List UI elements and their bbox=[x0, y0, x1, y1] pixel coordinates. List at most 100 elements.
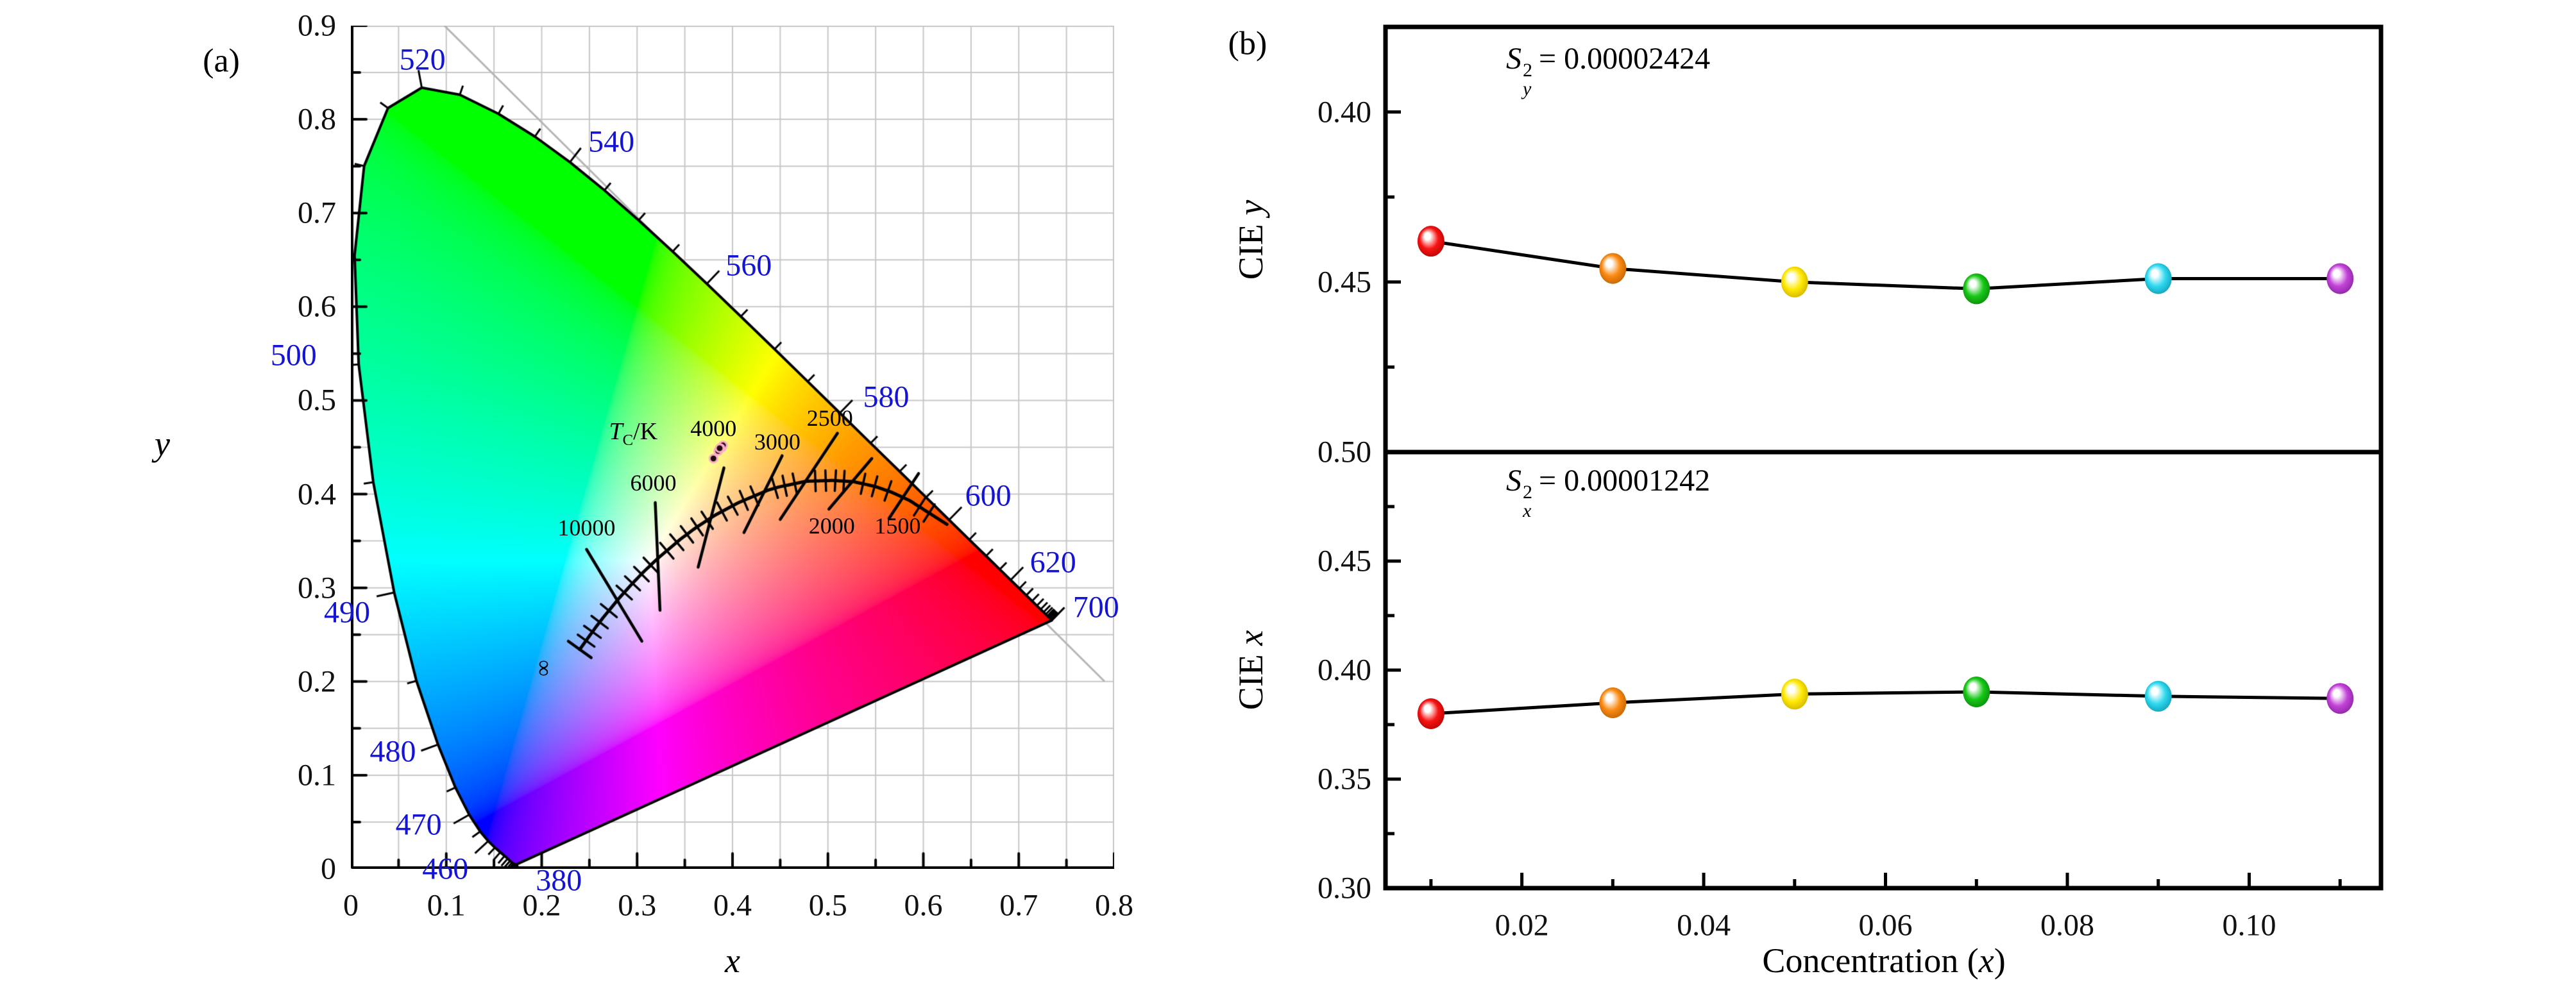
cie-y-series-point-cyan bbox=[2144, 263, 2172, 294]
cie-x-series-point-green bbox=[1963, 677, 1990, 707]
wavelength-label-600: 600 bbox=[965, 478, 1012, 513]
cie-x-title-prefix: CIE bbox=[1232, 645, 1270, 710]
panel-a-y-tick-label: 0.9 bbox=[298, 8, 336, 43]
cie-x-axis-title: CIE x bbox=[1231, 630, 1271, 710]
panel-a-y-axis-title: y bbox=[155, 424, 170, 464]
cie-x-tick-label: 0.35 bbox=[1318, 762, 1371, 796]
wavelength-label-700: 700 bbox=[1072, 590, 1119, 625]
cct-title: TC/K bbox=[609, 417, 658, 449]
concentration-var: x bbox=[1978, 941, 1994, 980]
cie-x-series-point-red bbox=[1417, 698, 1445, 729]
cie-y-series-point-yellow bbox=[1781, 266, 1808, 298]
variance-annotation-cie-y: S 2 y = 0.00002424 bbox=[1506, 41, 1710, 98]
wavelength-label-470: 470 bbox=[395, 807, 442, 842]
variance-sup: 2 bbox=[1523, 482, 1532, 503]
variance-value: = 0.00001242 bbox=[1539, 464, 1711, 498]
variance-symbol: S bbox=[1506, 464, 1521, 498]
x-axis-title-text: x bbox=[725, 941, 740, 980]
wavelength-label-460: 460 bbox=[422, 852, 469, 886]
concentration-tick-label: 0.02 bbox=[1495, 908, 1549, 943]
cct-label-4000: 4000 bbox=[690, 416, 737, 442]
wavelength-label-480: 480 bbox=[369, 734, 416, 769]
panel-b-tag: (b) bbox=[1228, 25, 1267, 62]
concentration-axis-title: Concentration (x) bbox=[1762, 941, 2005, 980]
cct-label-6000: 6000 bbox=[630, 470, 677, 496]
concentration-tick-label: 0.06 bbox=[1858, 908, 1913, 943]
concentration-tick-label: 0.04 bbox=[1677, 908, 1731, 943]
panel-a-y-tick-label: 0.3 bbox=[298, 571, 336, 605]
concentration-tick-label: 0.10 bbox=[2222, 908, 2276, 943]
cct-label-2500: 2500 bbox=[806, 405, 853, 432]
variance-sup: 2 bbox=[1523, 60, 1532, 81]
panel-a-y-tick-label: 0.6 bbox=[298, 289, 336, 324]
cie-x-series-point-yellow bbox=[1781, 678, 1808, 710]
cct-label-10000: 10000 bbox=[557, 515, 616, 541]
concentration-tick-label: 0.08 bbox=[2040, 908, 2094, 943]
y-axis-title-text: y bbox=[155, 425, 170, 463]
cct-label-1500: 1500 bbox=[874, 513, 921, 539]
panel-a-x-tick-label: 0.3 bbox=[618, 888, 657, 923]
cie-y-axis-title: CIE y bbox=[1231, 200, 1271, 280]
cie-x-tick-label: 0.40 bbox=[1318, 653, 1371, 687]
wavelength-label-520: 520 bbox=[399, 42, 446, 77]
panel-b-frame bbox=[1383, 24, 2384, 891]
panel-a-x-axis-title: x bbox=[725, 941, 740, 980]
panel-a-y-tick-label: 0.5 bbox=[298, 383, 336, 417]
cie-x-series-line bbox=[1430, 690, 2341, 716]
wavelength-label-380: 380 bbox=[536, 863, 582, 898]
panel-a-x-tick-label: 0.4 bbox=[713, 888, 752, 923]
variance-value: = 0.00002424 bbox=[1539, 42, 1711, 76]
wavelength-label-580: 580 bbox=[863, 380, 910, 414]
panel-a-x-tick-label: 0.5 bbox=[808, 888, 847, 923]
variance-sub: y bbox=[1523, 78, 1532, 99]
cct-label-3000: 3000 bbox=[754, 428, 801, 455]
wavelength-label-490: 490 bbox=[324, 595, 371, 630]
cie-x-series-point-cyan bbox=[2144, 680, 2172, 712]
cie-y-series-point-red bbox=[1417, 226, 1445, 257]
panel-a-x-tick-label: 0.1 bbox=[427, 888, 466, 923]
cie-y-tick-label: 0.40 bbox=[1318, 95, 1371, 130]
variance-annotation-cie-x: S 2 x = 0.00001242 bbox=[1506, 463, 1710, 520]
concentration-prefix: Concentration ( bbox=[1762, 941, 1979, 980]
panel-a-y-tick-label: 0.8 bbox=[298, 102, 336, 137]
cie-x-tick-label: 0.30 bbox=[1318, 871, 1371, 905]
panel-a-x-tick-label: 0.7 bbox=[999, 888, 1038, 923]
panel-a-x-tick-label: 0.2 bbox=[522, 888, 561, 923]
cie-x-title-var: x bbox=[1232, 630, 1270, 646]
cie-y-series-point-green bbox=[1963, 273, 1990, 305]
panel-a-y-tick-label: 0.4 bbox=[298, 477, 336, 512]
cie-x-series-point-magenta bbox=[2326, 683, 2354, 714]
cct-label-2000: 2000 bbox=[808, 513, 855, 539]
cie-y-series-point-orange bbox=[1599, 253, 1627, 284]
cie-y-series-point-magenta bbox=[2326, 263, 2354, 294]
cie-y-tick-label: 0.50 bbox=[1318, 435, 1371, 469]
panel-a-x-tick-label: 0 bbox=[343, 888, 359, 923]
wavelength-label-560: 560 bbox=[725, 248, 772, 283]
wavelength-label-620: 620 bbox=[1030, 545, 1076, 580]
panel-a-x-tick-label: 0.8 bbox=[1095, 888, 1133, 923]
cie-y-series-line bbox=[1430, 239, 2341, 290]
variance-sub: x bbox=[1523, 500, 1532, 521]
cie-y-title-var: y bbox=[1232, 199, 1270, 215]
chromaticity-diagram-canvas bbox=[351, 26, 1114, 869]
cie-x-tick-label: 0.45 bbox=[1318, 544, 1371, 578]
variance-symbol: S bbox=[1506, 42, 1521, 76]
cie-y-title-prefix: CIE bbox=[1232, 215, 1270, 280]
panel-a-tag: (a) bbox=[203, 42, 240, 80]
wavelength-label-540: 540 bbox=[588, 124, 635, 159]
panel-a-x-tick-label: 0.6 bbox=[904, 888, 943, 923]
panel-a-y-tick-label: 0 bbox=[321, 852, 336, 886]
panel-a-y-tick-label: 0.1 bbox=[298, 758, 336, 793]
concentration-suffix: ) bbox=[1994, 941, 2006, 980]
panel-a-y-tick-label: 0.2 bbox=[298, 664, 336, 699]
wavelength-label-500: 500 bbox=[270, 338, 317, 373]
panel-a-y-tick-label: 0.7 bbox=[298, 196, 336, 230]
cie-y-tick-label: 0.45 bbox=[1318, 265, 1371, 299]
cie-x-series-point-orange bbox=[1599, 687, 1627, 718]
